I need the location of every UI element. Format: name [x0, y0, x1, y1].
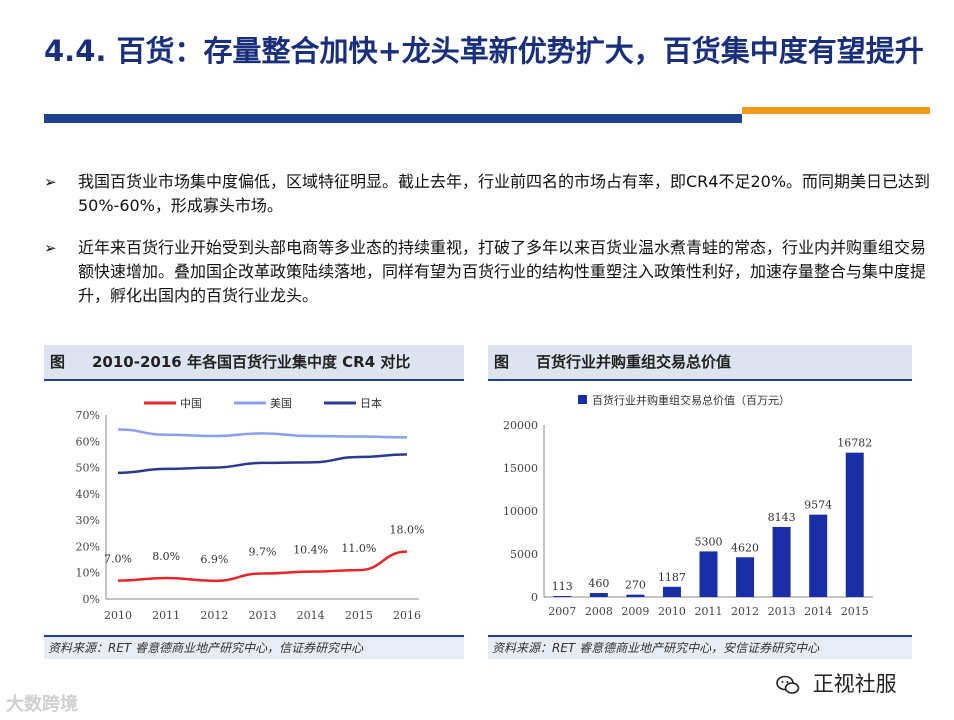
data-label: 10.4%	[293, 544, 328, 557]
x-tick-label: 2007	[548, 605, 576, 618]
right-fig-label: 图	[494, 353, 510, 371]
x-tick-label: 2011	[695, 605, 723, 618]
y-tick-label: 0%	[83, 593, 100, 606]
data-label: 8143	[768, 511, 796, 524]
data-label: 113	[552, 580, 573, 593]
series-line-0	[117, 550, 408, 583]
cr4-line-chart: 0% 10% 20% 30% 40% 50% 60% 70% 2010 2011 2012 2013 2…	[76, 396, 425, 622]
left-chart-header: 图 2010-2016 年各国百货行业集中度 CR4 对比	[44, 345, 464, 381]
title-underline-blue	[44, 114, 742, 123]
x-tick-label: 2014	[297, 609, 325, 622]
bar	[699, 551, 718, 597]
data-label: 7.0%	[104, 553, 132, 566]
x-tick-label: 2012	[200, 609, 228, 622]
y-tick-label: 15000	[503, 462, 538, 475]
y-tick-label: 60%	[76, 435, 100, 448]
data-label: 11.0%	[341, 542, 376, 555]
y-tick-label: 20%	[76, 540, 100, 553]
x-tick-label: 2013	[249, 609, 277, 622]
y-tick-label: 0	[531, 591, 538, 604]
y-tick-label: 50%	[76, 462, 100, 475]
y-tick-label: 5000	[510, 548, 538, 561]
left-chart-panel: 图 2010-2016 年各国百货行业集中度 CR4 对比 0% 10% 20% 30…	[44, 345, 464, 660]
x-tick-label: 2010	[658, 605, 686, 618]
left-chart-source: 资料来源：RET 睿意德商业地产研究中心，信证券研究中心	[44, 635, 464, 659]
watermark-left: 大数跨境	[6, 690, 78, 716]
title-underline-orange	[742, 107, 930, 114]
bar	[589, 593, 608, 597]
bar	[662, 586, 681, 597]
x-tick-label: 2008	[585, 605, 613, 618]
y-tick-label: 20000	[503, 419, 538, 432]
legend-swatch	[578, 395, 587, 404]
x-tick-label: 2011	[152, 609, 180, 622]
data-label: 1187	[658, 571, 686, 584]
watermark-left-text: 大数跨境	[6, 694, 78, 715]
left-fig-label: 图	[50, 353, 66, 371]
slide-title: 4.4. 百货：存量整合加快+龙头革新优势扩大，百货集中度有望提升	[44, 34, 924, 68]
bar	[772, 526, 791, 597]
legend-label: 百货行业并购重组交易总价值（百万元）	[592, 393, 790, 407]
bar	[626, 594, 645, 597]
legend-label: 中国	[180, 397, 202, 410]
series-line-2	[117, 453, 408, 475]
x-tick-label: 2016	[393, 609, 421, 622]
x-tick-label: 2015	[841, 605, 869, 618]
wechat-icon	[776, 675, 800, 694]
x-tick-label: 2014	[804, 605, 832, 618]
data-label: 16782	[837, 437, 872, 450]
x-tick-label: 2013	[768, 605, 796, 618]
series-line-1	[117, 428, 408, 439]
watermark-right-text: 正视社服	[812, 672, 897, 696]
bullet-arrow-icon: ➢	[44, 239, 57, 257]
y-tick-label: 10000	[503, 505, 538, 518]
legend-label: 美国	[270, 397, 292, 410]
data-label: 460	[588, 577, 609, 590]
watermark-right: 正视社服	[776, 668, 897, 698]
right-chart-title: 百货行业并购重组交易总价值	[536, 353, 732, 371]
bar	[553, 596, 572, 597]
data-label: 18.0%	[390, 524, 425, 537]
right-chart-source: 资料来源：RET 睿意德商业地产研究中心，安信证券研究中心	[488, 635, 912, 659]
bar	[809, 514, 828, 597]
x-tick-label: 2012	[731, 605, 759, 618]
left-source-text: 资料来源：RET 睿意德商业地产研究中心，信证券研究中心	[48, 641, 364, 655]
x-tick-label: 2010	[104, 609, 132, 622]
y-tick-label: 40%	[76, 488, 100, 501]
right-chart-panel: 图 百货行业并购重组交易总价值 百货行业并购重组交易总价值（百万元） 0 5000 1…	[488, 345, 912, 660]
data-label: 6.9%	[200, 553, 228, 566]
bar	[845, 452, 864, 597]
data-label: 5300	[695, 535, 723, 548]
ma-bar-chart: 百货行业并购重组交易总价值（百万元） 0 5000 10000 15000 20000 11…	[503, 393, 873, 618]
left-chart-title: 2010-2016 年各国百货行业集中度 CR4 对比	[92, 353, 411, 371]
bullet-arrow-icon: ➢	[44, 173, 57, 191]
x-tick-label: 2015	[345, 609, 373, 622]
right-source-text: 资料来源：RET 睿意德商业地产研究中心，安信证券研究中心	[492, 641, 820, 655]
data-label: 9.7%	[249, 546, 277, 559]
bullet-2-text: 近年来百货行业开始受到头部电商等多业态的持续重视，打破了多年以来百货业温水煮青蛙…	[78, 238, 927, 305]
legend-label: 日本	[360, 396, 382, 410]
data-label: 4620	[731, 541, 759, 554]
y-tick-label: 10%	[76, 567, 100, 580]
bar	[736, 557, 755, 597]
x-tick-label: 2009	[621, 605, 649, 618]
data-label: 270	[625, 579, 646, 592]
data-label: 8.0%	[152, 550, 180, 563]
bullet-1-text: 我国百货业市场集中度偏低，区域特征明显。截止去年，行业前四名的市场占有率，即CR…	[78, 172, 931, 215]
y-tick-label: 70%	[76, 409, 100, 422]
right-chart-header: 图 百货行业并购重组交易总价值	[488, 345, 912, 381]
data-label: 9574	[804, 499, 832, 512]
y-tick-label: 30%	[76, 514, 100, 527]
